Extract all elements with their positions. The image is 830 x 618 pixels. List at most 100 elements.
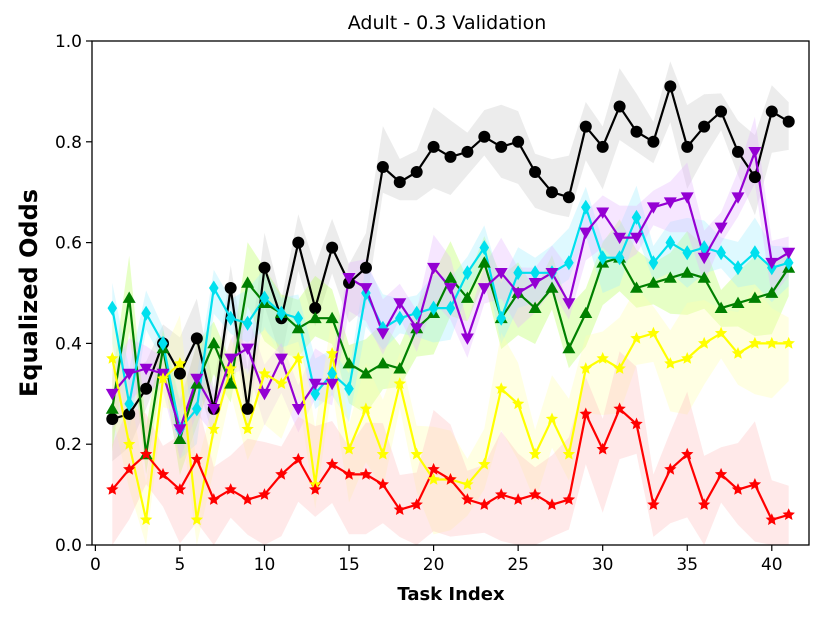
point-red [664, 462, 677, 475]
point-cyan [242, 315, 253, 331]
x-tick-label: 0 [90, 555, 101, 575]
point-yellow [106, 352, 119, 364]
y-tick-label: 0.4 [55, 334, 82, 354]
point-green [376, 357, 390, 369]
point-yellow [512, 397, 525, 410]
point-red [410, 498, 423, 510]
point-purple [105, 388, 119, 401]
point-purple [207, 404, 221, 416]
point-purple [562, 298, 576, 310]
x-tick-label: 35 [676, 555, 698, 575]
point-cyan [209, 280, 219, 296]
point-green [105, 402, 119, 414]
x-tick-label: 15 [338, 555, 360, 575]
point-red [731, 483, 745, 495]
point-yellow [139, 513, 153, 526]
point-red [393, 503, 406, 515]
point-cyan [530, 265, 540, 281]
y-axis-ticks: 0.0 0.2 0.4 0.6 0.8 1.0 [55, 32, 92, 556]
point-black [782, 115, 795, 128]
point-purple [663, 197, 677, 209]
point-purple [579, 227, 593, 239]
point-black [106, 413, 119, 425]
point-yellow [698, 336, 711, 349]
point-cyan [310, 386, 320, 402]
point-purple [342, 273, 356, 285]
point-yellow [376, 447, 389, 460]
y-tick-label: 0.6 [55, 234, 82, 254]
point-red [512, 493, 525, 505]
y-tick-label: 0.8 [55, 133, 82, 153]
point-red [224, 483, 237, 495]
point-purple [139, 363, 153, 376]
point-green [122, 291, 136, 303]
point-cyan [327, 366, 337, 382]
point-yellow [410, 447, 423, 460]
y-tick-label: 0.0 [55, 536, 82, 556]
point-red [275, 467, 288, 480]
point-cyan [124, 396, 134, 412]
point-yellow [495, 382, 508, 394]
point-purple [291, 404, 305, 416]
point-purple [596, 207, 610, 219]
band-green [112, 219, 789, 476]
point-cyan [614, 250, 625, 266]
point-purple [765, 257, 779, 270]
point-black [326, 241, 339, 254]
point-black [292, 236, 305, 249]
point-green [460, 291, 474, 303]
point-cyan [716, 245, 726, 261]
point-black [173, 367, 186, 380]
point-black [258, 261, 271, 274]
point-yellow [731, 347, 745, 359]
point-green [697, 271, 711, 283]
point-red [325, 457, 339, 470]
point-purple [460, 333, 474, 345]
point-green [680, 266, 694, 278]
band-red [112, 351, 789, 545]
point-purple [190, 373, 204, 386]
point-yellow [748, 336, 762, 349]
point-purple [748, 147, 762, 159]
point-red [478, 498, 491, 510]
point-green [748, 291, 762, 303]
point-red [630, 417, 643, 430]
point-yellow [173, 357, 187, 369]
point-black [359, 261, 372, 274]
point-red [444, 473, 457, 485]
point-yellow [241, 422, 254, 435]
point-yellow [478, 457, 491, 470]
point-red [173, 483, 187, 495]
point-green [342, 357, 356, 369]
point-red [123, 462, 136, 475]
point-yellow [342, 442, 356, 455]
point-purple [680, 192, 694, 204]
point-yellow [630, 331, 643, 344]
point-green [663, 271, 677, 283]
point-yellow [782, 336, 795, 349]
point-yellow [224, 362, 237, 374]
point-cyan [107, 300, 118, 316]
point-red [545, 498, 559, 510]
point-cyan [513, 265, 523, 281]
point-cyan [192, 401, 202, 417]
point-purple [782, 247, 796, 260]
point-red [359, 467, 373, 480]
point-yellow [190, 513, 203, 526]
point-black [765, 105, 778, 118]
chart-title: Adult - 0.3 Validation [348, 12, 547, 34]
point-red [528, 488, 542, 500]
point-yellow [123, 437, 136, 450]
series-markers [105, 80, 796, 526]
point-cyan [225, 310, 236, 326]
point-red [579, 407, 592, 420]
point-black [681, 140, 694, 153]
point-cyan [428, 300, 439, 316]
point-green [393, 362, 407, 374]
point-red [207, 493, 220, 505]
point-cyan [344, 381, 354, 397]
point-red [647, 498, 660, 510]
point-yellow [156, 372, 170, 384]
point-black [529, 166, 542, 179]
point-red [106, 483, 119, 495]
